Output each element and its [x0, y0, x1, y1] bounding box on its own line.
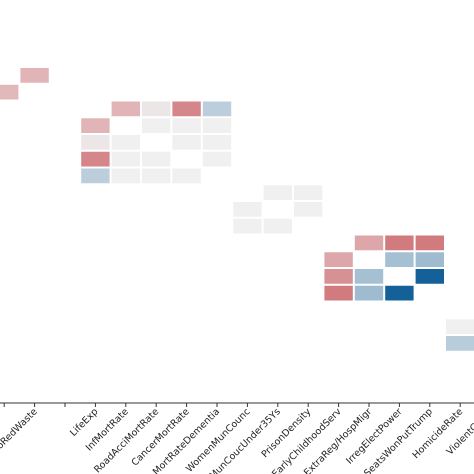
heatmap-cells [0, 68, 474, 351]
heatmap-cell [385, 235, 414, 251]
heatmap-cell [20, 68, 49, 83]
heatmap-cell [142, 118, 171, 133]
heatmap-cell [446, 319, 474, 334]
heatmap-cell [324, 269, 353, 284]
heatmap-cell [81, 151, 110, 167]
heatmap-cell [0, 84, 19, 100]
heatmap-cell [354, 285, 384, 301]
heatmap-cell [263, 185, 292, 200]
x-axis-tick-labels: gCoRedWaste LifeExpInfMortRateRoadAcciMor… [0, 406, 474, 474]
heatmap-cell [233, 202, 262, 217]
heatmap-cell [172, 118, 201, 133]
heatmap-cell [294, 202, 323, 217]
heatmap-cell [202, 151, 232, 167]
heatmap-cell [354, 269, 384, 284]
heatmap-cell [172, 135, 201, 150]
heatmap-cell [233, 218, 262, 234]
heatmap-cell [354, 235, 384, 251]
heatmap-cell [263, 218, 292, 234]
heatmap-cell [324, 252, 353, 267]
heatmap-cell [202, 135, 232, 150]
heatmap-cell [111, 151, 140, 167]
heatmap-cell [142, 101, 171, 117]
heatmap-cell [81, 118, 110, 133]
heatmap-cell [111, 168, 140, 184]
heatmap-cell [172, 168, 201, 184]
heatmap-cell [111, 135, 140, 150]
x-tick-label: IrregElectPower [344, 406, 404, 466]
heatmap-cell [446, 336, 474, 351]
heatmap-cell [324, 285, 353, 301]
x-tick-label: gCoRedWaste [0, 406, 40, 460]
heatmap-cell [81, 168, 110, 184]
x-axis-ticks [3, 403, 461, 407]
heatmap-cell [111, 101, 140, 117]
heatmap-cell [172, 101, 201, 117]
heatmap-cell [415, 252, 444, 267]
heatmap-cell [294, 185, 323, 200]
heatmap-cell [415, 235, 444, 251]
heatmap-cell [415, 269, 444, 284]
heatmap-cell [81, 135, 110, 150]
heatmap-cell [202, 118, 232, 133]
heatmap-cell [142, 168, 171, 184]
heatmap-cell [385, 252, 414, 267]
heatmap-cell [142, 151, 171, 167]
heatmap-cell [385, 285, 414, 301]
heatmap-cell [202, 101, 232, 117]
